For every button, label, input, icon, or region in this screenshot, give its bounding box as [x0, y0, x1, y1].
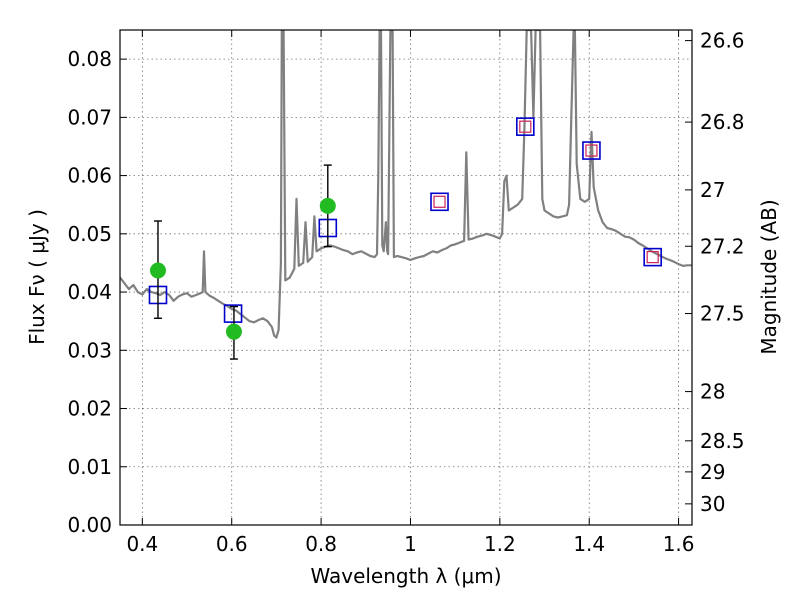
- y2-tick-label: 26.6: [700, 29, 745, 53]
- axes: [119, 29, 693, 526]
- x-tick-label: 0.4: [126, 532, 158, 556]
- y2-axis-label: Magnitude (AB): [757, 199, 781, 354]
- x-tick-label: 1.6: [663, 532, 695, 556]
- data-point-square: [433, 195, 446, 208]
- x-tick-label: 1.4: [573, 532, 605, 556]
- x-tick-label: 0.6: [216, 532, 248, 556]
- data-point-square: [430, 192, 449, 212]
- y-tick-label: 0.05: [67, 222, 112, 246]
- x-tick-label: 1: [404, 532, 417, 556]
- y-tick-label: 0.02: [67, 397, 112, 421]
- plot-frame: [119, 29, 693, 526]
- y2-tick-label: 27.2: [700, 234, 745, 258]
- y-axis-label: Flux Fν ( μJy ): [25, 209, 49, 345]
- y2-tick-label: 26.8: [700, 110, 745, 134]
- y-tick-label: 0.01: [67, 455, 112, 479]
- y-tick-label: 0.06: [67, 164, 112, 188]
- data-point-circle: [149, 262, 166, 279]
- y-tick-label: 0.00: [67, 513, 112, 537]
- data-point-square: [582, 141, 601, 160]
- x-tick-label: 1.2: [484, 532, 516, 556]
- y-tick-label: 0.08: [67, 47, 112, 71]
- y-tick-label: 0.07: [67, 105, 112, 129]
- x-axis-label: Wavelength λ (μm): [310, 564, 501, 588]
- data-point-square: [223, 304, 243, 323]
- y-tick-label: 0.03: [67, 338, 112, 362]
- y2-tick-label: 27.5: [700, 302, 745, 326]
- y2-tick-label: 30: [700, 492, 725, 516]
- data-point-square: [646, 251, 659, 264]
- x-tick-label: 0.8: [305, 532, 337, 556]
- data-point-circle: [225, 323, 242, 340]
- y2-tick-label: 28.5: [700, 429, 745, 453]
- data-point-square: [519, 120, 532, 133]
- data-point-square: [585, 144, 598, 157]
- grid: [120, 30, 692, 526]
- y2-tick-label: 29: [700, 460, 725, 484]
- spectrum-line: [120, 30, 692, 339]
- y2-tick-label: 28: [700, 380, 725, 404]
- data-point-square: [516, 117, 535, 136]
- data-point-square: [643, 247, 662, 267]
- y2-tick-label: 27: [700, 178, 725, 202]
- y-tick-label: 0.04: [67, 280, 112, 304]
- photometry-markers: [148, 117, 662, 360]
- data-point-circle: [319, 197, 336, 214]
- spectrum-series: [120, 30, 692, 339]
- tick-labels: 0.4 0.6 0.8 1 1.2 1.4 1.6 0.00 0.01 0.02 0.03 0.04 0…: [67, 29, 744, 556]
